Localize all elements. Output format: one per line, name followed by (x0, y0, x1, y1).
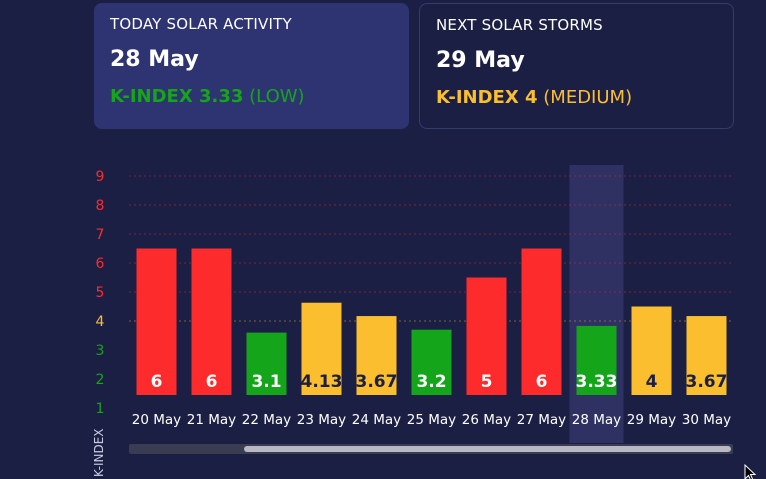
x-tick-label: 29 May (627, 412, 676, 428)
bar-value-label: 4.13 (301, 372, 343, 392)
bar[interactable] (631, 306, 672, 396)
x-tick-label: 21 May (187, 412, 236, 428)
bar-value-label: 3.33 (576, 372, 618, 392)
x-tick-label: 24 May (352, 412, 401, 428)
today-card-date: 28 May (110, 47, 199, 72)
bar[interactable] (521, 248, 562, 396)
bar-value-label: 4 (646, 372, 658, 392)
bar-value-label: 3.67 (356, 372, 398, 392)
bar[interactable] (356, 316, 397, 395)
today-kindex-level: (LOW) (249, 86, 305, 107)
x-tick-label: 23 May (297, 412, 346, 428)
today-kindex-value: K-INDEX 3.33 (110, 86, 244, 107)
x-tick-label: 26 May (462, 412, 511, 428)
x-tick-label: 20 May (132, 412, 181, 428)
next-kindex-level: (MEDIUM) (543, 87, 633, 108)
bar-value-label: 6 (151, 372, 163, 392)
x-tick-label: 30 May (682, 412, 731, 428)
x-tick-label: 22 May (242, 412, 291, 428)
highlight-column-layer (569, 165, 624, 443)
x-tick-label: 28 May (572, 412, 621, 428)
y-tick-label: 5 (96, 285, 105, 301)
next-kindex-value: K-INDEX 4 (436, 87, 538, 108)
mouse-pointer-icon (744, 463, 757, 479)
bar[interactable] (191, 248, 232, 396)
bar-value-label: 3.67 (686, 372, 728, 392)
y-tick-label: 2 (96, 372, 105, 388)
y-axis-label: K-INDEX (92, 429, 106, 478)
today-card-label: TODAY SOLAR ACTIVITY (110, 15, 292, 33)
bar-value-label: 6 (536, 372, 548, 392)
bar[interactable] (136, 248, 177, 396)
y-tick-label: 6 (96, 256, 105, 272)
scrollbar-thumb[interactable] (244, 446, 731, 452)
y-tick-label: 4 (96, 314, 105, 330)
y-tick-label: 3 (96, 343, 105, 359)
x-tick-label: 27 May (517, 412, 566, 428)
bar[interactable] (686, 316, 727, 395)
bar[interactable] (246, 332, 287, 395)
today-card-kindex: K-INDEX 3.33 (LOW) (110, 86, 393, 107)
horizontal-scrollbar[interactable] (129, 444, 733, 454)
bar[interactable] (301, 302, 342, 395)
bar-value-label: 3.1 (251, 372, 281, 392)
next-card-label: NEXT SOLAR STORMS (436, 16, 603, 34)
y-axis-ticks: 1 2 3 4 5 6 7 8 9 (96, 169, 105, 417)
y-tick-label: 1 (96, 401, 105, 417)
x-axis-ticks: 20 May 21 May 22 May 23 May 24 May 25 May 26 M… (132, 412, 731, 428)
bar[interactable] (466, 277, 507, 396)
bar[interactable] (576, 325, 617, 395)
x-tick-label: 25 May (407, 412, 456, 428)
bar-value-label: 6 (206, 372, 218, 392)
y-tick-label: 9 (96, 169, 105, 185)
today-solar-activity-card: TODAY SOLAR ACTIVITY 28 May K-INDEX 3.33… (94, 3, 409, 129)
bar-value-label: 3.2 (416, 372, 446, 392)
bar[interactable] (411, 329, 452, 395)
next-solar-storms-card: NEXT SOLAR STORMS 29 May K-INDEX 4 (MEDI… (419, 3, 734, 129)
highlight-column (569, 165, 624, 443)
bars: 6 6 3.1 4.13 3.67 3.2 5 6 3.33 4 3.67 (136, 248, 728, 396)
y-tick-label: 8 (96, 198, 105, 214)
y-tick-label: 7 (96, 227, 105, 243)
next-card-date: 29 May (436, 48, 525, 73)
bar-value-label: 5 (481, 372, 493, 392)
next-card-kindex: K-INDEX 4 (MEDIUM) (436, 87, 717, 108)
